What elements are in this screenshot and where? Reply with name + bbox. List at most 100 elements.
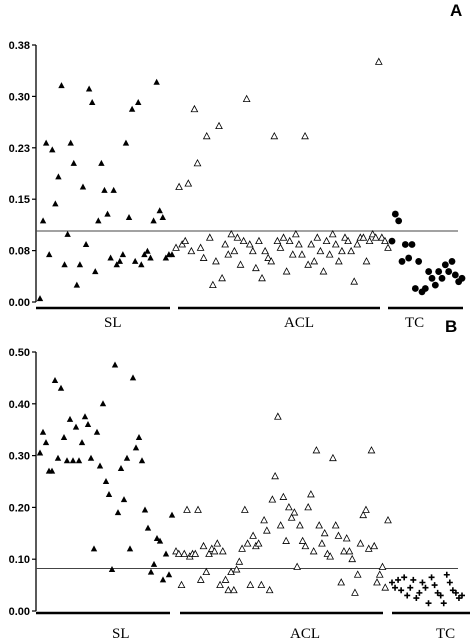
data-point-acl bbox=[298, 250, 306, 258]
data-point-acl bbox=[249, 531, 257, 539]
data-point-sl bbox=[75, 457, 83, 464]
data-point-acl bbox=[287, 513, 296, 521]
data-point-acl bbox=[384, 515, 392, 524]
data-point-acl bbox=[359, 510, 368, 519]
data-point-sl bbox=[132, 444, 140, 451]
data-point-acl bbox=[215, 121, 223, 130]
data-point-sl bbox=[64, 230, 71, 237]
data-point-acl bbox=[381, 236, 389, 245]
data-point-acl bbox=[193, 159, 202, 167]
data-point-tc bbox=[428, 574, 435, 581]
group-label-sl: SL bbox=[104, 315, 122, 331]
data-point-acl bbox=[230, 246, 239, 255]
data-point-acl bbox=[209, 280, 217, 288]
data-point-sl bbox=[58, 82, 65, 89]
data-point-sl bbox=[159, 213, 166, 220]
data-point-sl bbox=[125, 213, 133, 220]
data-point-acl bbox=[310, 257, 319, 265]
data-point-tc bbox=[411, 285, 419, 292]
data-point-acl bbox=[373, 578, 381, 586]
data-point-acl bbox=[257, 580, 266, 588]
data-point-sl bbox=[42, 139, 50, 146]
data-point-sl bbox=[153, 78, 160, 85]
data-point-acl bbox=[367, 446, 376, 454]
data-point-acl bbox=[362, 505, 370, 513]
data-point-sl bbox=[87, 454, 95, 461]
data-point-acl bbox=[172, 243, 180, 251]
data-point-acl bbox=[276, 521, 285, 529]
y-tick-label: 0.00 bbox=[9, 297, 30, 309]
data-point-tc bbox=[391, 210, 399, 218]
y-tick-label: 0.30 bbox=[9, 451, 30, 463]
data-point-acl bbox=[196, 243, 205, 251]
data-point-acl bbox=[262, 526, 271, 534]
panel-letter-a: A bbox=[450, 1, 462, 20]
data-point-acl bbox=[240, 505, 249, 513]
data-point-sl bbox=[104, 210, 111, 217]
data-point-acl bbox=[196, 575, 205, 583]
data-point-tc bbox=[398, 258, 406, 265]
data-point-acl bbox=[252, 263, 260, 272]
data-point-tc bbox=[441, 261, 449, 269]
data-point-acl bbox=[282, 267, 291, 275]
data-point-acl bbox=[295, 240, 303, 248]
data-point-tc bbox=[408, 241, 416, 248]
data-point-tc bbox=[401, 241, 409, 248]
data-point-sl bbox=[36, 449, 44, 456]
y-tick-label: 0.30 bbox=[9, 91, 30, 103]
data-point-acl bbox=[344, 236, 352, 245]
data-point-acl bbox=[293, 562, 302, 570]
data-point-sl bbox=[49, 146, 56, 153]
data-point-tc bbox=[401, 574, 408, 581]
data-point-acl bbox=[371, 233, 380, 241]
data-point-sl bbox=[96, 462, 104, 469]
data-point-acl bbox=[288, 250, 297, 258]
data-point-tc bbox=[407, 584, 414, 591]
y-tick-label: 0.40 bbox=[9, 399, 30, 411]
data-point-acl bbox=[319, 267, 328, 275]
data-point-tc bbox=[425, 600, 432, 607]
data-point-acl bbox=[337, 578, 346, 586]
data-point-acl bbox=[334, 257, 343, 265]
data-point-acl bbox=[221, 575, 230, 583]
data-point-acl bbox=[384, 243, 392, 251]
data-point-sl bbox=[42, 439, 50, 446]
group-label-acl: ACL bbox=[290, 626, 320, 640]
data-point-sl bbox=[52, 200, 59, 207]
data-point-sl bbox=[123, 454, 131, 461]
data-point-sl bbox=[120, 496, 128, 503]
data-point-sl bbox=[105, 490, 113, 497]
y-tick-label: 0.15 bbox=[9, 194, 30, 206]
data-point-acl bbox=[342, 534, 351, 542]
data-point-tc bbox=[405, 254, 413, 262]
y-tick-label: 0.38 bbox=[9, 40, 30, 52]
data-point-acl bbox=[199, 541, 208, 550]
data-point-acl bbox=[212, 257, 220, 265]
data-point-sl bbox=[63, 457, 71, 464]
data-point-sl bbox=[119, 251, 127, 258]
data-point-acl bbox=[285, 503, 293, 511]
panel-letter-b: B bbox=[445, 317, 457, 336]
data-point-acl bbox=[298, 536, 307, 544]
data-point-acl bbox=[227, 567, 235, 576]
data-point-sl bbox=[88, 98, 96, 105]
data-point-sl bbox=[54, 454, 62, 461]
data-point-sl bbox=[138, 457, 146, 464]
data-point-acl bbox=[351, 588, 359, 596]
data-point-acl bbox=[255, 236, 263, 245]
data-point-acl bbox=[325, 250, 334, 258]
data-point-sl bbox=[126, 545, 134, 552]
data-point-sl bbox=[73, 281, 81, 288]
data-point-tc bbox=[443, 571, 450, 578]
data-point-acl bbox=[331, 521, 340, 529]
data-point-acl bbox=[264, 253, 273, 261]
data-point-sl bbox=[61, 261, 68, 268]
data-point-sl bbox=[128, 105, 136, 112]
data-point-tc bbox=[410, 576, 417, 583]
data-point-sl bbox=[55, 173, 62, 180]
data-point-sl bbox=[69, 457, 77, 464]
data-point-sl bbox=[168, 251, 176, 258]
data-point-sl bbox=[51, 376, 59, 383]
data-point-sl bbox=[79, 183, 87, 190]
